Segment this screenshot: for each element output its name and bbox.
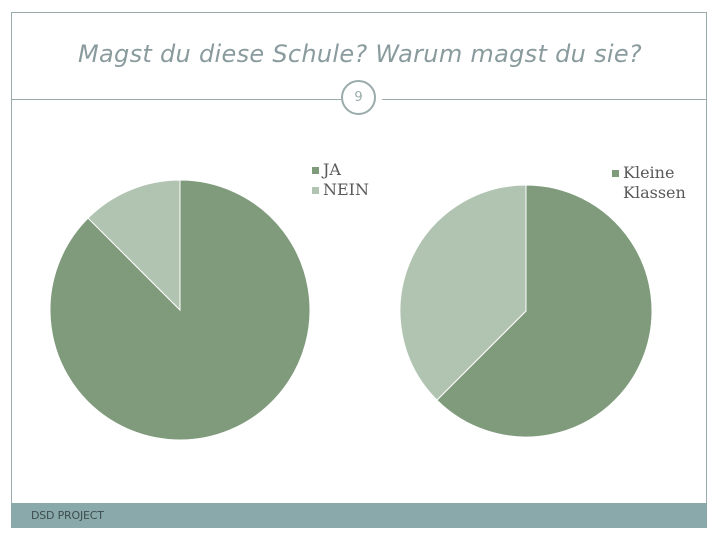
legend-pie-1: JA NEIN (312, 160, 369, 200)
footer-bar: DSD PROJECT (11, 503, 707, 528)
legend-swatch-ja (312, 167, 319, 174)
legend-label-nein: NEIN (323, 180, 369, 199)
legend-label-kleine-klassen: Kleine Klassen (623, 163, 686, 202)
legend-label-ja: JA (323, 160, 341, 179)
slide-number-badge: 9 (341, 80, 376, 115)
title-rule-left (11, 99, 341, 100)
title-rule-right (382, 99, 707, 100)
legend-swatch-kleine-klassen (612, 170, 619, 177)
legend-item-kleine-klassen: Kleine Klassen (612, 163, 693, 203)
legend-pie-2: Kleine Klassen (612, 163, 693, 203)
pie-chart-ja-nein (49, 179, 311, 441)
legend-swatch-nein (312, 187, 319, 194)
pie-slice-other (399, 184, 527, 401)
slide-title: Magst du diese Schule? Warum magst du si… (78, 40, 642, 68)
legend-item-nein: NEIN (312, 180, 369, 200)
slide-number: 9 (354, 90, 363, 105)
pie-slice-nein (87, 179, 181, 312)
footer-text: DSD PROJECT (31, 509, 104, 522)
pie-slice-ja (49, 179, 311, 441)
legend-item-ja: JA (312, 160, 369, 180)
pie-chart-kleine-klassen (399, 184, 653, 438)
pie-slice-kleine-klassen (436, 184, 653, 438)
